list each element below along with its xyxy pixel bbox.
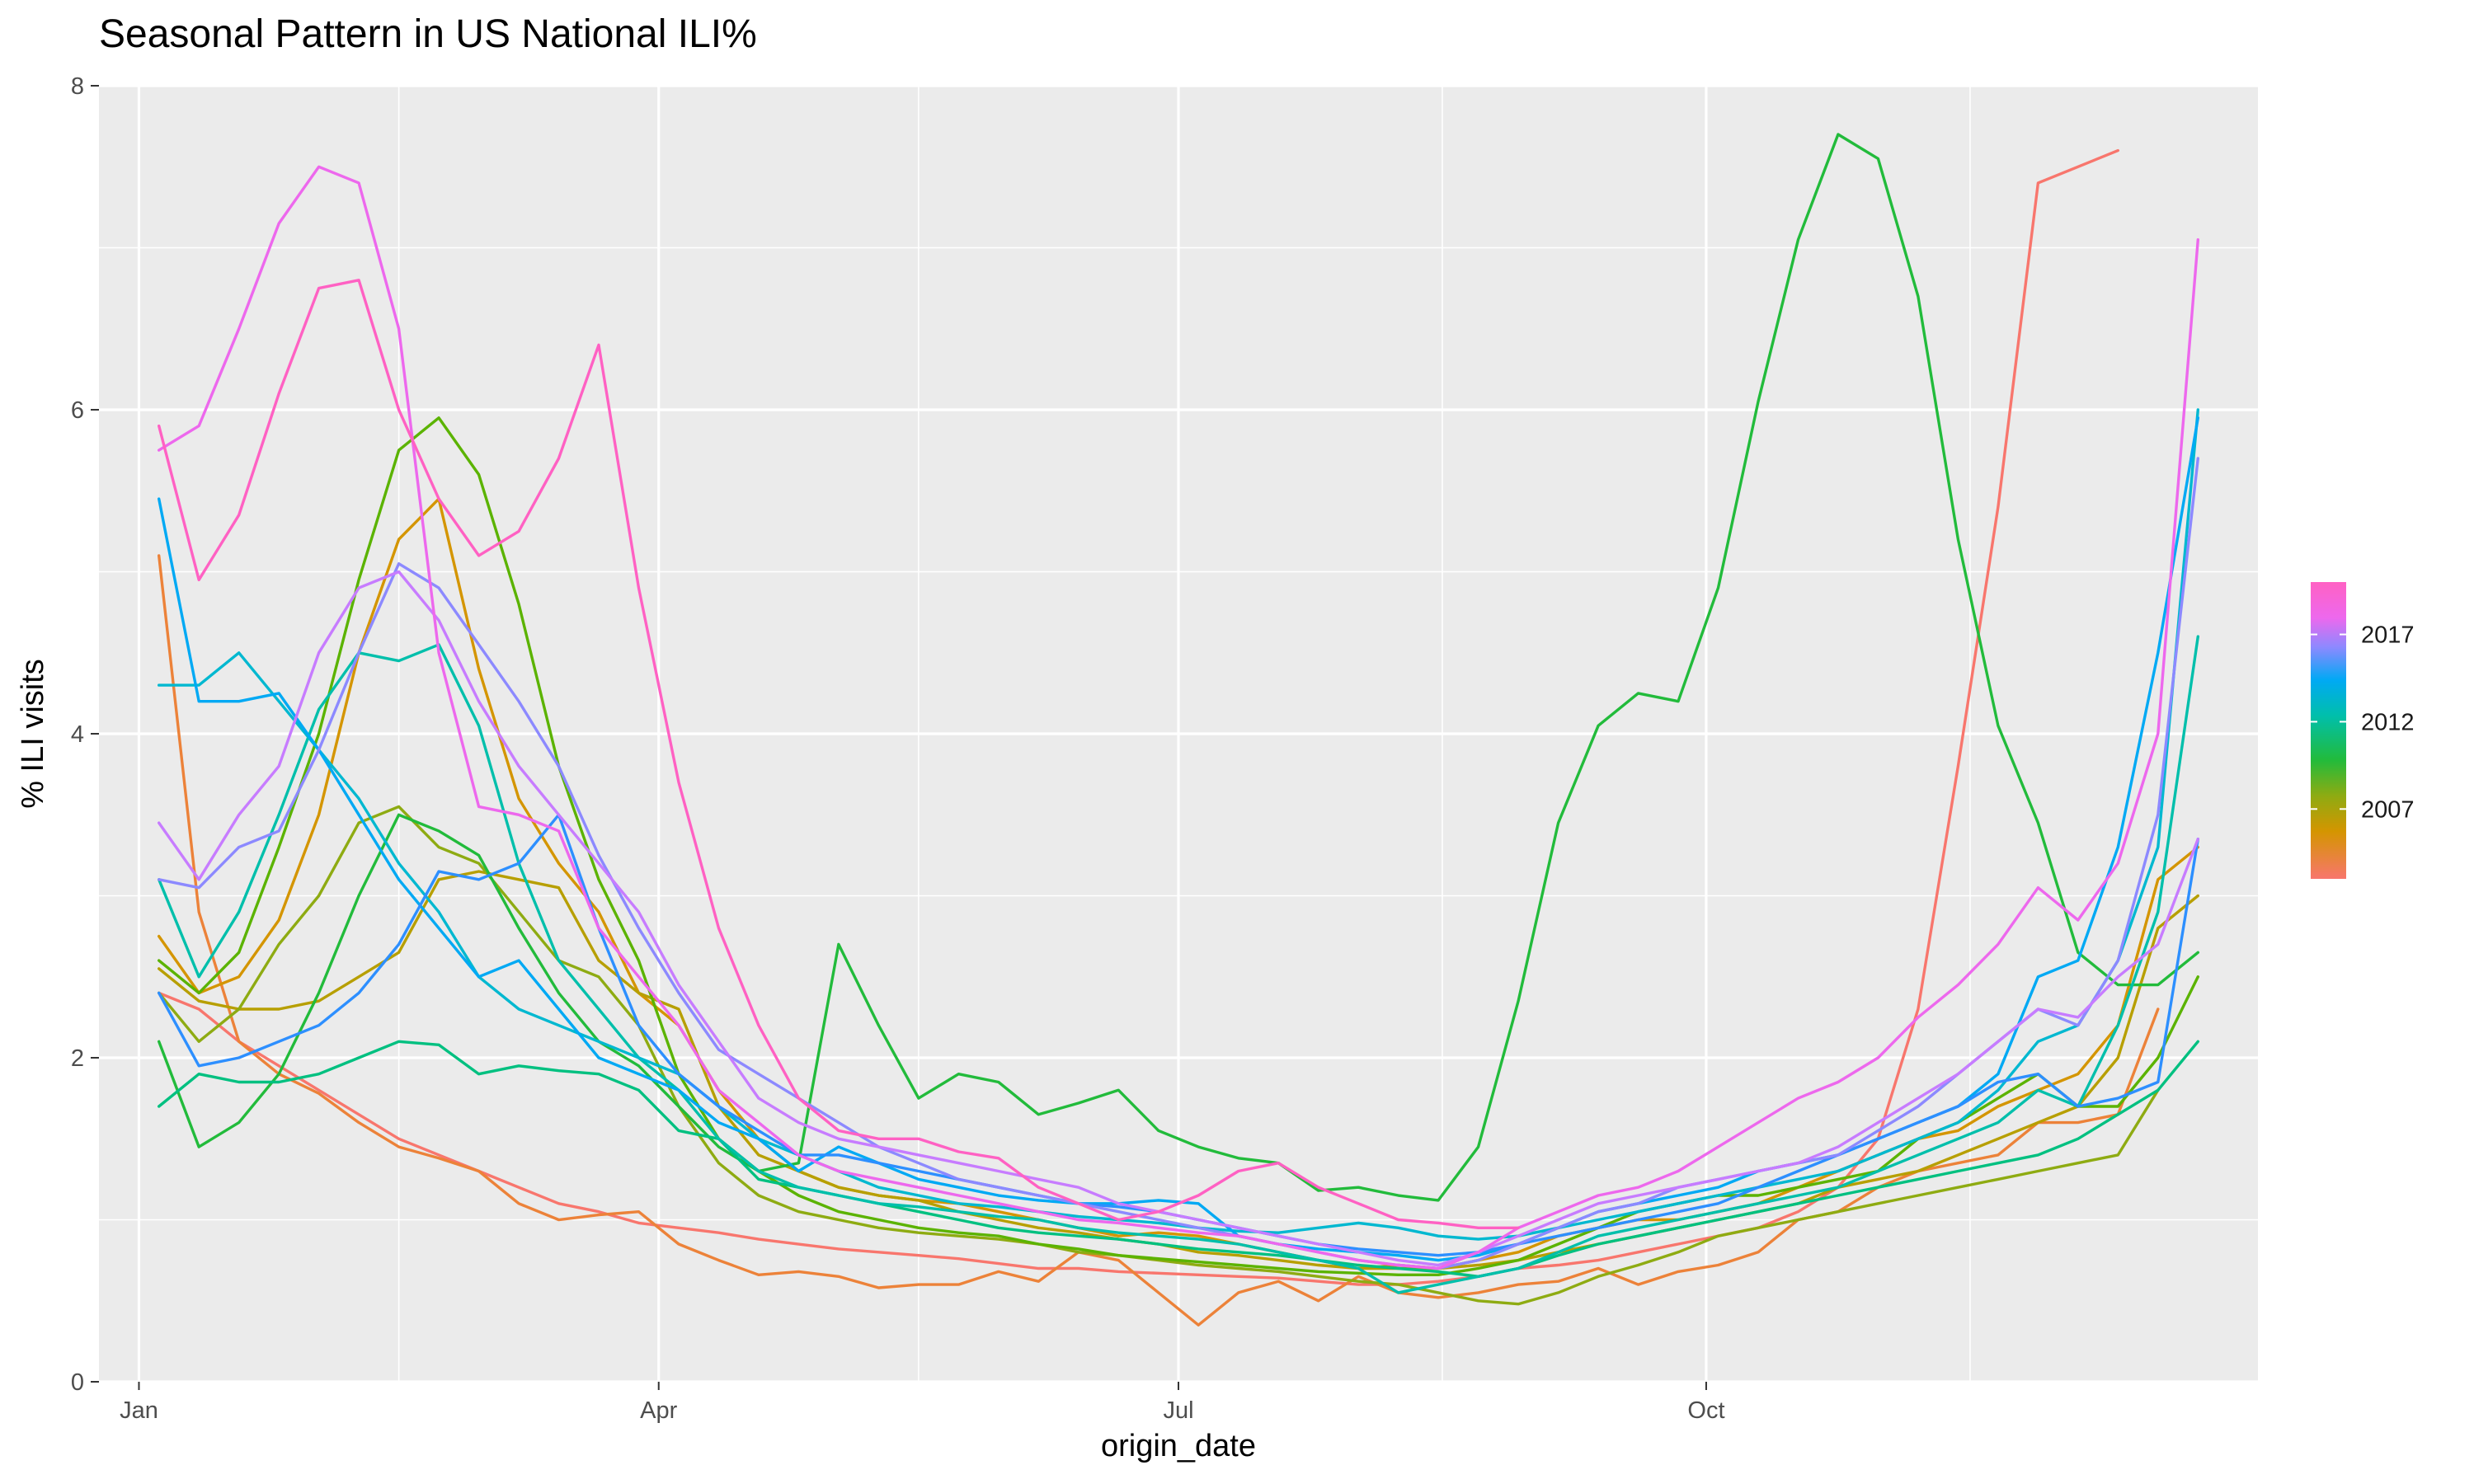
chart-title: Seasonal Pattern in US National ILI% [99,12,757,56]
y-tick-label: 6 [71,397,84,424]
series-line-2004 [158,148,2119,1286]
x-tick-label: Oct [1687,1397,1724,1424]
series-line-2019 [158,279,1520,1229]
x-tick-label: Apr [640,1397,677,1424]
legend-label-2017: 2017 [2361,622,2415,649]
y-axis-title: % ILI visits [16,659,50,809]
series-line-2010 [158,133,2199,1202]
series-line-2012 [158,635,2199,1294]
x-axis: Jan Apr Jul Oct [120,1382,1725,1424]
series-line-2011 [158,1040,2199,1278]
y-tick-label: 0 [71,1369,84,1396]
x-axis-title: origin_date [1101,1429,1256,1463]
y-axis: 0 2 4 6 8 [71,73,99,1396]
x-tick-label: Jul [1163,1397,1193,1424]
legend-ticks: 2017 2012 2007 [2311,622,2415,823]
series-line-2013 [158,408,2199,1241]
series-line-2016 [158,457,2199,1270]
y-tick-label: 4 [71,721,84,748]
series-line-2007 [158,870,2199,1270]
x-tick-label: Jan [120,1397,158,1424]
legend-colorbar [2311,582,2346,879]
y-tick-label: 2 [71,1045,84,1072]
series-line-2018 [158,165,2199,1270]
y-tick-label: 8 [71,73,84,100]
series-lines [158,133,2199,1327]
legend: 2017 2012 2007 [2311,582,2415,879]
series-line-2017 [158,570,2199,1267]
series-line-2009 [158,416,2199,1276]
legend-label-2012: 2012 [2361,709,2415,735]
legend-label-2007: 2007 [2361,796,2415,823]
